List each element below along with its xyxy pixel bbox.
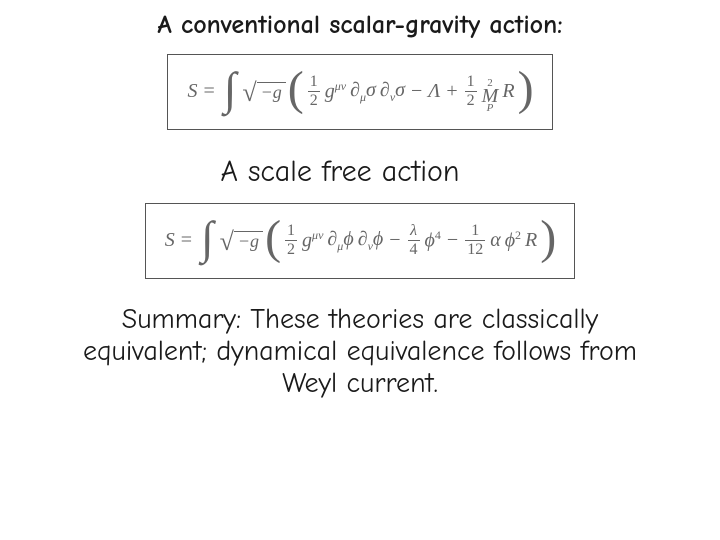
equals-sign-2: = [178,230,195,250]
four-den: 4 [408,240,420,258]
right-paren: ) [518,65,534,113]
heading-scale-free: A scale free action [30,154,650,189]
equation-1-wrap: S = ∫ √−g ( 1 2 gμν ∂μσ ∂νσ [30,54,690,130]
sq-sup-2: 2 [515,228,521,242]
integral-sign-2: ∫ [201,215,214,261]
phi-sym: ϕ [343,228,353,250]
frac-1-12: 1 12 [465,223,485,258]
eq1-lhs: S [186,81,198,101]
M-P-squared: 2 M P [481,70,500,113]
equation-1: S = ∫ √−g ( 1 2 gμν ∂μσ ∂νσ [186,61,533,121]
partial-sym-2: ∂ [380,79,390,101]
g-sym: g [325,81,335,103]
alpha: α [489,230,502,250]
equation-2-wrap: S = ∫ √−g ( 1 2 gμν ∂μϕ ∂νϕ [30,203,690,279]
frac-num: 1 [308,74,320,91]
phi-sym-3: ϕ [425,230,435,252]
P-sub: P [487,104,494,113]
sqrt-minus-g: √−g [242,78,285,104]
equation-2: S = ∫ √−g ( 1 2 gμν ∂μϕ ∂νϕ [164,210,557,270]
g-sym-2: g [302,230,312,252]
frac-den-2: 2 [465,91,477,109]
R-scalar-2: R [524,230,538,250]
frac-1-2-b: 1 2 [465,74,477,109]
twelve-den: 12 [465,240,485,258]
right-paren-2: ) [540,214,556,262]
minus-op-3: − [444,230,461,250]
frac-1-2-a: 1 2 [308,74,320,109]
partial-sym-4: ∂ [358,228,368,250]
sigma-sym-2: σ [395,79,405,101]
heading-conventional-action: A conventional scalar-gravity action: [30,10,690,40]
sigma-sym: σ [366,79,376,101]
partial-nu-phi: ∂νϕ [357,229,385,252]
phi-4: ϕ4 [424,229,442,251]
radicand: −g [257,82,286,101]
frac-1-2-c: 1 2 [285,223,297,258]
phi-sym-2: ϕ [373,228,383,250]
slide: A conventional scalar-gravity action: S … [0,0,720,540]
lambda-num: λ [408,223,419,240]
phi-2: ϕ2 [504,229,522,251]
partial-mu-phi: ∂μϕ [326,229,354,252]
summary-text: Summary: These theories are classically … [60,303,660,399]
equation-1-box: S = ∫ √−g ( 1 2 gμν ∂μσ ∂νσ [167,54,552,130]
frac-num-2: 1 [465,74,477,91]
partial-nu-sigma: ∂νσ [379,80,406,103]
Lambda: Λ [427,81,441,101]
phi-sym-4: ϕ [505,230,515,252]
frac-num-3: 1 [285,223,297,240]
minus-op-2: − [386,230,403,250]
R-scalar: R [501,81,515,101]
frac-den-3: 2 [285,240,297,258]
g-metric-2: gμν [301,229,324,251]
minus-op: − [408,81,425,101]
eq2-lhs: S [164,230,176,250]
left-paren-2: ( [265,214,281,262]
integral-sign: ∫ [224,66,237,112]
partial-sym: ∂ [350,79,360,101]
nu-sup-2: ν [318,228,323,242]
nu-sup: ν [341,79,346,93]
plus-op: + [443,81,460,101]
radicand-2: −g [234,231,263,250]
frac-lambda-4: λ 4 [408,223,420,258]
equals-sign: = [200,81,217,101]
left-paren: ( [288,65,304,113]
g-metric: gμν [324,80,347,102]
partial-mu-sigma: ∂μσ [349,80,377,103]
sqrt-minus-g-2: √−g [220,227,263,253]
one-num: 1 [469,223,481,240]
equation-2-box: S = ∫ √−g ( 1 2 gμν ∂μϕ ∂νϕ [145,203,576,279]
four-sup: 4 [435,228,441,242]
partial-sym-3: ∂ [327,228,337,250]
frac-den: 2 [308,91,320,109]
